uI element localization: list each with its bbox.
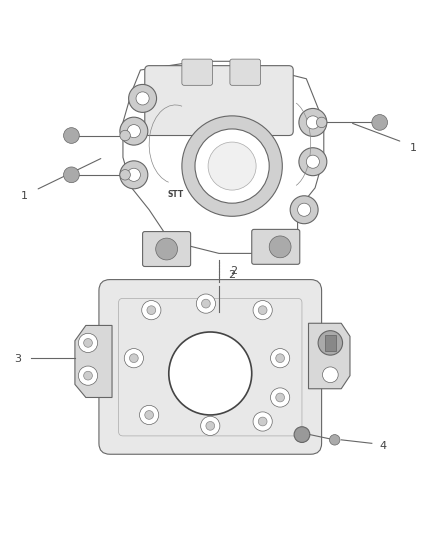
Circle shape (253, 412, 272, 431)
Circle shape (129, 84, 156, 112)
Circle shape (206, 422, 215, 430)
Circle shape (120, 161, 148, 189)
Circle shape (299, 108, 327, 136)
Circle shape (147, 306, 155, 314)
Polygon shape (325, 335, 336, 351)
Text: 2: 2 (230, 266, 237, 276)
Text: 2: 2 (228, 270, 235, 280)
Circle shape (145, 410, 153, 419)
Circle shape (253, 301, 272, 320)
Circle shape (294, 427, 310, 442)
Circle shape (276, 393, 285, 402)
Circle shape (127, 168, 141, 181)
Text: 4: 4 (379, 440, 386, 450)
Circle shape (182, 116, 283, 216)
Circle shape (127, 125, 141, 138)
FancyBboxPatch shape (252, 229, 300, 264)
Circle shape (329, 434, 340, 445)
FancyBboxPatch shape (230, 59, 261, 85)
Circle shape (322, 367, 338, 383)
Polygon shape (75, 326, 112, 398)
FancyBboxPatch shape (145, 66, 293, 135)
FancyBboxPatch shape (143, 231, 191, 266)
Circle shape (120, 117, 148, 145)
Circle shape (130, 354, 138, 362)
Circle shape (201, 299, 210, 308)
Circle shape (64, 128, 79, 143)
Circle shape (84, 338, 92, 348)
Circle shape (84, 372, 92, 380)
Circle shape (195, 129, 269, 203)
Text: STT: STT (167, 190, 184, 199)
Circle shape (64, 167, 79, 183)
Circle shape (306, 155, 319, 168)
Circle shape (271, 388, 290, 407)
Text: 3: 3 (14, 354, 21, 364)
Circle shape (169, 332, 252, 415)
Circle shape (258, 417, 267, 426)
Circle shape (120, 169, 131, 180)
Circle shape (208, 142, 256, 190)
Circle shape (78, 333, 98, 352)
Circle shape (142, 301, 161, 320)
Circle shape (136, 92, 149, 105)
FancyBboxPatch shape (99, 280, 321, 454)
Circle shape (269, 236, 291, 258)
Circle shape (290, 196, 318, 224)
Circle shape (258, 306, 267, 314)
Text: 1: 1 (21, 191, 28, 201)
Circle shape (297, 203, 311, 216)
Circle shape (155, 238, 177, 260)
Circle shape (372, 115, 388, 130)
Circle shape (316, 117, 327, 128)
Circle shape (306, 116, 319, 129)
Polygon shape (308, 323, 350, 389)
Circle shape (120, 130, 131, 141)
Circle shape (271, 349, 290, 368)
Text: 1: 1 (410, 143, 417, 153)
Circle shape (201, 416, 220, 435)
Circle shape (78, 366, 98, 385)
Circle shape (124, 349, 144, 368)
Circle shape (196, 294, 215, 313)
Circle shape (318, 330, 343, 355)
Circle shape (276, 354, 285, 362)
Circle shape (299, 148, 327, 176)
Polygon shape (123, 61, 324, 253)
Circle shape (140, 405, 159, 425)
FancyBboxPatch shape (182, 59, 212, 85)
